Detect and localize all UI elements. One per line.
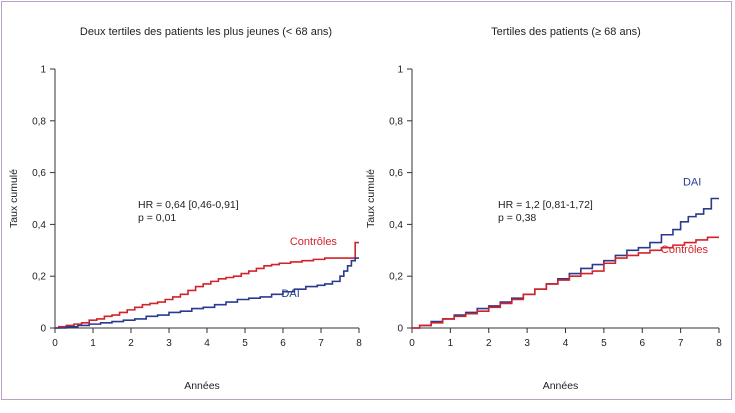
y-tick-label: 1	[397, 65, 403, 76]
y-tick-label: 0	[397, 324, 403, 335]
series-label: DAI	[281, 288, 299, 300]
y-tick-label: 0,6	[32, 168, 46, 179]
x-tick-label: 5	[242, 338, 248, 349]
chart-title: Tertiles des patients (≥ 68 ans)	[491, 26, 641, 38]
y-tick-label: 0,8	[32, 116, 46, 127]
x-tick-label: 1	[448, 338, 454, 349]
chart-panel-left: Deux tertiles des patients les plus jeun…	[8, 26, 362, 392]
y-tick-label: 0,4	[32, 220, 46, 231]
y-axis-label: Taux cumulé	[8, 169, 20, 228]
hr-annotation: p = 0,01	[138, 212, 176, 224]
x-tick-label: 0	[52, 338, 58, 349]
x-tick-label: 8	[716, 338, 722, 349]
series-line-controles	[55, 241, 359, 329]
x-tick-label: 3	[524, 338, 530, 349]
hr-annotation: p = 0,38	[498, 212, 536, 224]
x-tick-label: 6	[280, 338, 286, 349]
x-axis-label: Années	[543, 380, 579, 392]
hr-annotation: HR = 1,2 [0,81-1,72]	[498, 199, 593, 211]
x-tick-label: 6	[639, 338, 645, 349]
series-label: DAI	[683, 177, 701, 189]
series-line-dai	[55, 257, 359, 329]
series-label: Contrôles	[661, 244, 709, 256]
y-tick-label: 0,6	[389, 168, 403, 179]
series-label: Contrôles	[290, 236, 338, 248]
y-tick-label: 0,2	[389, 272, 403, 283]
x-tick-label: 2	[128, 338, 134, 349]
x-tick-label: 3	[166, 338, 172, 349]
y-tick-label: 1	[40, 65, 46, 76]
x-tick-label: 0	[409, 338, 415, 349]
series-line-dai	[412, 197, 719, 329]
series-line-controles	[412, 236, 719, 329]
x-tick-label: 2	[486, 338, 492, 349]
hr-annotation: HR = 0,64 [0,46-0,91]	[138, 199, 239, 211]
y-axis-label: Taux cumulé	[365, 169, 377, 228]
x-tick-label: 7	[678, 338, 684, 349]
y-tick-label: 0	[40, 324, 46, 335]
chart-title: Deux tertiles des patients les plus jeun…	[80, 26, 332, 38]
x-tick-label: 5	[601, 338, 607, 349]
figure-frame	[1, 1, 732, 400]
figure-svg: Deux tertiles des patients les plus jeun…	[8, 26, 722, 392]
y-tick-label: 0,4	[389, 220, 403, 231]
x-axis-label: Années	[184, 380, 220, 392]
x-tick-label: 4	[563, 338, 569, 349]
x-tick-label: 4	[204, 338, 210, 349]
x-tick-label: 1	[90, 338, 96, 349]
y-tick-label: 0,8	[389, 116, 403, 127]
x-tick-label: 7	[318, 338, 324, 349]
y-tick-label: 0,2	[32, 272, 46, 283]
x-tick-label: 8	[356, 338, 362, 349]
chart-panel-right: Tertiles des patients (≥ 68 ans) 0 0,2 0,4 0…	[365, 26, 722, 392]
